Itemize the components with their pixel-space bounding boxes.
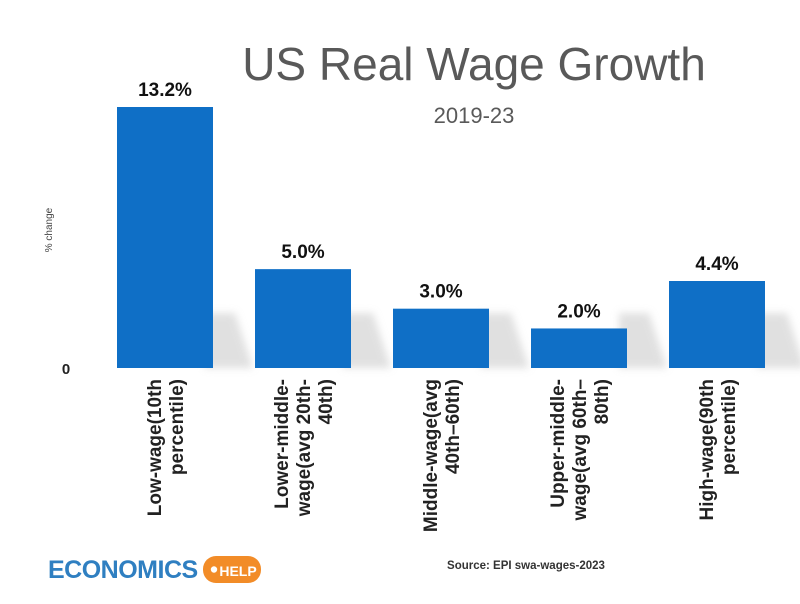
category-label-2: Lower-middle-wage(avg 20th- 40th) <box>272 379 337 517</box>
economics-help-logo: ECONOMICS HELP <box>48 556 261 584</box>
category-label-line: 40th–60th) <box>443 379 464 474</box>
bar-3 <box>393 308 489 368</box>
logo-dot-icon <box>210 566 218 573</box>
bar-4 <box>531 328 627 368</box>
logo-tag: HELP <box>219 563 256 579</box>
bar-shadow <box>205 313 253 368</box>
data-label-2: 5.0% <box>281 242 324 263</box>
bar-shadow <box>619 313 667 368</box>
data-label-3: 3.0% <box>419 282 462 303</box>
category-label-line: percentile) <box>719 379 740 475</box>
category-label-line: wage(avg 20th- <box>294 379 315 517</box>
category-label-line: percentile) <box>167 379 188 475</box>
chart-subtitle: 2019-23 <box>434 103 515 128</box>
bars-group: 13.2%Low-wage(10th percentile)5.0%Lower-m… <box>117 80 800 532</box>
category-label-3: Middle-wage(avg 40th–60th) <box>421 379 464 532</box>
category-label-line: 40th) <box>316 379 337 424</box>
bar-1 <box>117 107 213 368</box>
category-label-1: Low-wage(10th percentile) <box>145 379 188 516</box>
category-label-4: Upper-middle-wage(avg 60th– 80th) <box>548 379 613 522</box>
data-label-4: 2.0% <box>557 301 600 322</box>
y-axis-label: % change <box>44 207 55 252</box>
category-label-line: 80th) <box>592 379 613 424</box>
category-label-line: High-wage(90th <box>697 379 718 520</box>
bar-shadow <box>343 313 391 368</box>
y-tick-zero: 0 <box>62 361 70 378</box>
category-label-line: Lower-middle- <box>272 379 293 509</box>
bar-5 <box>669 281 765 368</box>
category-label-5: High-wage(90th percentile) <box>697 379 740 520</box>
category-label-line: wage(avg 60th– <box>570 379 591 522</box>
logo-word: ECONOMICS <box>48 556 198 584</box>
source-note: Source: EPI swa-wages-2023 <box>447 560 605 572</box>
logo-badge <box>203 556 261 583</box>
category-label-line: Middle-wage(avg <box>421 379 442 532</box>
bar-2 <box>255 269 351 368</box>
bar-shadow <box>481 313 529 368</box>
category-label-line: Upper-middle- <box>548 379 569 508</box>
chart-title: US Real Wage Growth <box>242 38 706 90</box>
category-label-line: Low-wage(10th <box>145 379 166 516</box>
data-label-1: 13.2% <box>138 80 192 101</box>
data-label-5: 4.4% <box>695 254 738 275</box>
bar-shadow <box>757 313 800 368</box>
